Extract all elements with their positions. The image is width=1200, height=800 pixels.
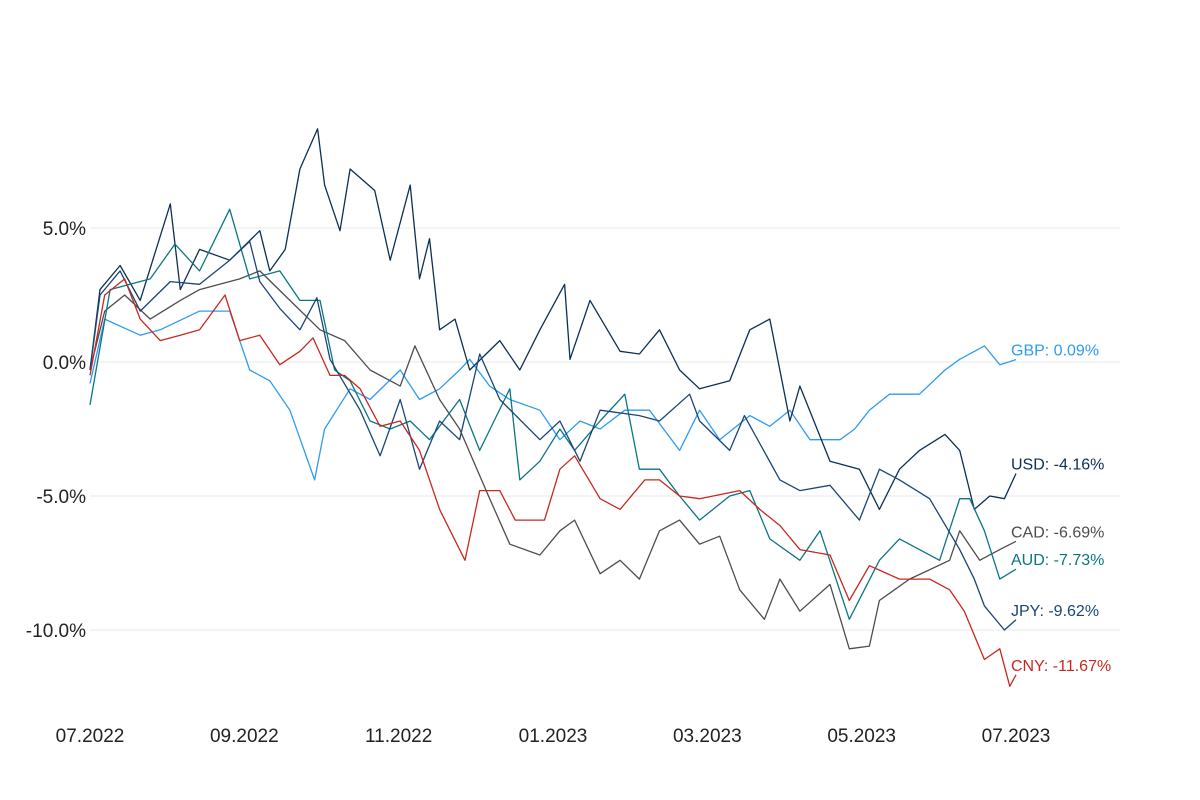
end-label-cad: CAD: -6.69% — [1011, 524, 1104, 541]
x-tick-label: 03.2023 — [673, 726, 742, 747]
series-line-gbp — [89, 310, 1017, 481]
y-tick-label: -10.0% — [26, 621, 86, 642]
series-end-labels: GBP: 0.09% USD: -4.16% CAD: -6.69% AUD: -7.… — [1011, 343, 1111, 675]
end-label-usd: USD: -4.16% — [1011, 456, 1104, 473]
series-lines — [89, 128, 1017, 687]
series-line-jpy — [89, 240, 1017, 631]
y-tick-label: 5.0% — [43, 219, 86, 240]
series-line-cad — [89, 270, 1017, 650]
series-line-usd — [89, 128, 1017, 511]
series-line-cny — [89, 278, 1017, 687]
gridlines — [90, 227, 1120, 631]
y-tick-label: 0.0% — [43, 353, 86, 374]
x-tick-label: 11.2022 — [365, 726, 432, 747]
end-label-gbp: GBP: 0.09% — [1011, 343, 1099, 360]
x-tick-label: 05.2023 — [827, 726, 896, 747]
end-label-aud: AUD: -7.73% — [1011, 552, 1104, 569]
end-label-cny: CNY: -11.67% — [1011, 658, 1111, 675]
x-tick-label: 09.2022 — [210, 726, 279, 747]
y-tick-label: -5.0% — [36, 487, 86, 508]
y-axis-ticks: 5.0% 0.0% -5.0% -10.0% — [26, 219, 86, 642]
x-tick-label: 07.2023 — [982, 726, 1051, 747]
x-tick-label: 01.2023 — [519, 726, 588, 747]
x-axis-ticks: 07.2022 09.2022 11.2022 01.2023 03.2023 05.20… — [56, 726, 1051, 747]
series-line-aud — [89, 208, 1017, 620]
end-label-jpy: JPY: -9.62% — [1011, 603, 1099, 620]
x-tick-label: 07.2022 — [56, 726, 125, 747]
